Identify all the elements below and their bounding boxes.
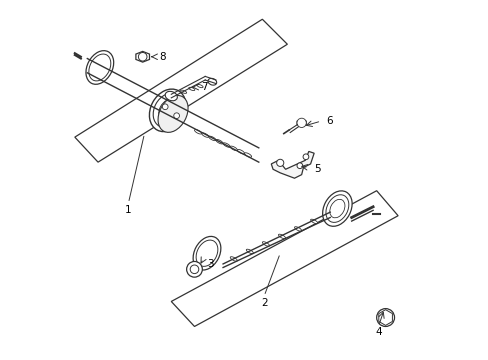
- Ellipse shape: [153, 93, 182, 127]
- Ellipse shape: [262, 242, 269, 246]
- Ellipse shape: [207, 78, 216, 85]
- Ellipse shape: [216, 139, 223, 144]
- Text: 5: 5: [313, 164, 320, 174]
- Text: 8: 8: [159, 52, 165, 62]
- Ellipse shape: [230, 146, 237, 150]
- Ellipse shape: [193, 237, 221, 270]
- Text: 3: 3: [206, 259, 213, 269]
- Ellipse shape: [201, 133, 208, 137]
- Ellipse shape: [246, 249, 253, 254]
- Polygon shape: [136, 51, 149, 62]
- Ellipse shape: [310, 219, 317, 224]
- Ellipse shape: [294, 227, 301, 231]
- Ellipse shape: [180, 90, 186, 93]
- Ellipse shape: [329, 199, 344, 218]
- Polygon shape: [271, 152, 313, 178]
- Ellipse shape: [223, 143, 230, 147]
- Circle shape: [379, 311, 391, 324]
- Text: 6: 6: [325, 116, 332, 126]
- Ellipse shape: [86, 51, 113, 84]
- Ellipse shape: [278, 234, 285, 239]
- Circle shape: [296, 118, 305, 127]
- Ellipse shape: [89, 54, 111, 81]
- Text: 7: 7: [201, 82, 207, 92]
- Circle shape: [162, 104, 168, 110]
- Circle shape: [186, 261, 202, 277]
- Ellipse shape: [158, 95, 188, 132]
- Polygon shape: [296, 119, 305, 126]
- Ellipse shape: [197, 85, 203, 87]
- Ellipse shape: [325, 195, 348, 222]
- Ellipse shape: [237, 149, 244, 154]
- Polygon shape: [171, 191, 397, 327]
- Ellipse shape: [244, 153, 251, 157]
- Ellipse shape: [188, 87, 194, 90]
- Ellipse shape: [149, 89, 185, 132]
- Circle shape: [173, 113, 179, 118]
- Circle shape: [296, 163, 302, 168]
- Polygon shape: [75, 19, 287, 162]
- Ellipse shape: [322, 191, 351, 226]
- Circle shape: [138, 53, 147, 61]
- Text: 2: 2: [260, 298, 267, 308]
- Ellipse shape: [230, 257, 237, 261]
- Circle shape: [376, 309, 394, 327]
- Circle shape: [190, 265, 198, 274]
- Polygon shape: [378, 310, 391, 325]
- Ellipse shape: [159, 99, 176, 121]
- Circle shape: [276, 159, 283, 166]
- Ellipse shape: [194, 130, 201, 134]
- Text: 4: 4: [374, 327, 381, 337]
- Text: 1: 1: [125, 205, 131, 215]
- Circle shape: [303, 154, 308, 159]
- Ellipse shape: [208, 136, 215, 141]
- Ellipse shape: [165, 91, 177, 101]
- Ellipse shape: [196, 240, 218, 266]
